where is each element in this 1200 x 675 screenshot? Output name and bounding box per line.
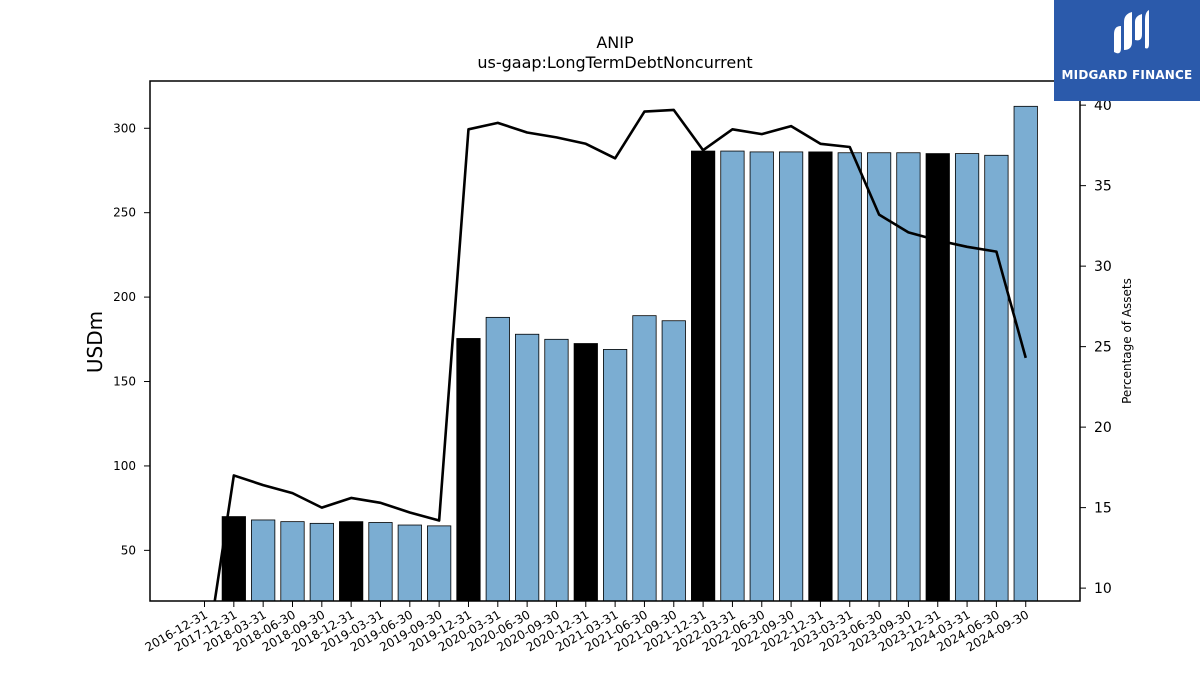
bar-2021-06-30 xyxy=(632,315,657,602)
y-tick-label-300: 300 xyxy=(113,121,136,135)
y2-tick-label-40: 40 xyxy=(1094,98,1112,114)
bar-2019-09-30 xyxy=(427,525,452,602)
bar-2022-09-30 xyxy=(779,151,804,602)
line-percentage-of-assets xyxy=(213,108,1027,601)
bar-2023-03-31 xyxy=(837,152,862,602)
bar-2019-06-30 xyxy=(397,524,422,602)
bar-2022-03-31 xyxy=(720,150,745,602)
y2-tick-label-20: 20 xyxy=(1094,420,1112,436)
y2-axis-label: Percentage of Assets xyxy=(1120,278,1134,404)
bar-2020-09-30 xyxy=(544,338,569,602)
y-axis-label: USDm xyxy=(83,311,107,373)
bar-2018-06-30 xyxy=(280,521,305,602)
chart-subtitle: us-gaap:LongTermDebtNoncurrent xyxy=(477,53,752,72)
bar-2023-12-31 xyxy=(925,153,950,602)
brand-name: MIDGARD FINANCE xyxy=(1061,68,1193,82)
bar-2022-12-31 xyxy=(808,151,833,602)
bar-2018-12-31 xyxy=(339,521,364,602)
y2-tick-label-30: 30 xyxy=(1094,259,1112,275)
bar-2019-03-31 xyxy=(368,522,393,602)
bar-2022-06-30 xyxy=(749,151,774,602)
bar-2020-06-30 xyxy=(515,333,540,602)
bar-2021-03-31 xyxy=(603,349,628,602)
y2-tick-label-35: 35 xyxy=(1094,179,1112,195)
y2-tick-label-25: 25 xyxy=(1094,340,1112,356)
bar-2021-09-30 xyxy=(661,320,686,602)
y-tick-label-250: 250 xyxy=(113,206,136,220)
bar-2018-09-30 xyxy=(309,522,334,602)
bar-2021-12-31 xyxy=(691,150,716,602)
y2-tick-label-15: 15 xyxy=(1094,501,1112,517)
y-tick-label-50: 50 xyxy=(121,543,136,557)
plot-area: 50100150200250300101520253035402016-12-3… xyxy=(113,80,1112,654)
brand-mark-icon xyxy=(1114,10,1149,54)
y-tick-label-100: 100 xyxy=(113,459,136,473)
y2-tick-label-10: 10 xyxy=(1094,581,1112,597)
bar-2020-12-31 xyxy=(573,343,598,602)
bar-2020-03-31 xyxy=(485,316,510,602)
y-tick-label-150: 150 xyxy=(113,375,136,389)
bar-2024-03-31 xyxy=(954,153,980,602)
bar-2024-06-30 xyxy=(984,154,1009,602)
brand-logo: MIDGARD FINANCE xyxy=(1054,0,1200,101)
bar-2018-03-31 xyxy=(251,519,276,602)
bar-2023-09-30 xyxy=(896,152,921,602)
y-tick-label-200: 200 xyxy=(113,290,136,304)
chart-title: ANIP xyxy=(596,33,634,52)
bar-2019-12-31 xyxy=(456,338,481,602)
